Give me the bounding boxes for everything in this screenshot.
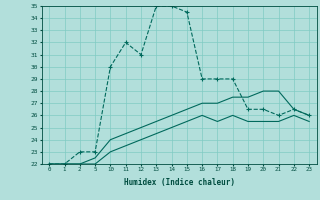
X-axis label: Humidex (Indice chaleur): Humidex (Indice chaleur) — [124, 178, 235, 187]
